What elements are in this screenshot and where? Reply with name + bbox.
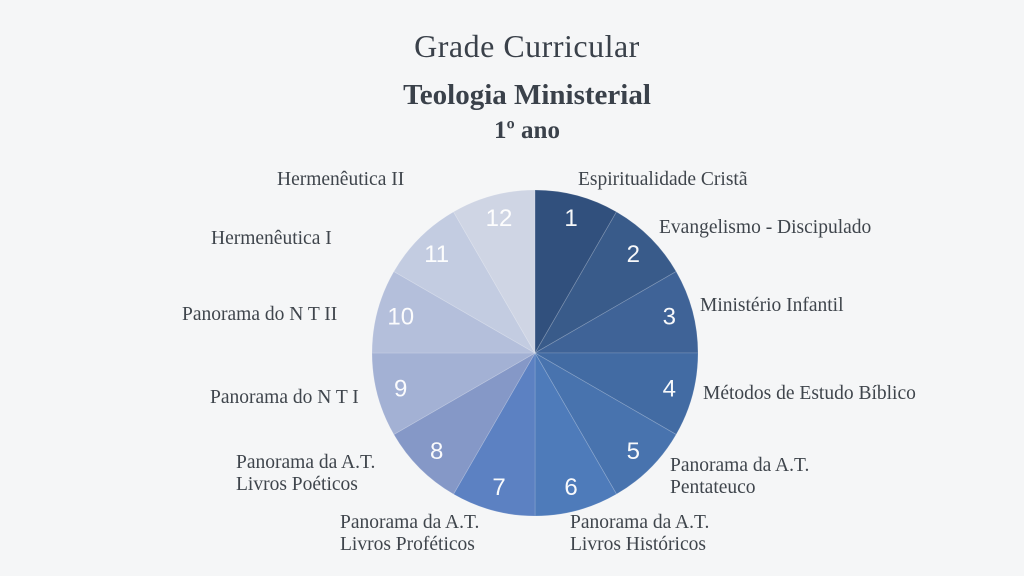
slice-label-4: Métodos de Estudo Bíblico bbox=[703, 383, 916, 404]
pie-slice-number-1: 1 bbox=[564, 205, 577, 232]
slice-label-7: Panorama da A.T. Livros Proféticos bbox=[340, 512, 480, 556]
pie-slice-7 bbox=[452, 351, 536, 517]
pie-slice-1 bbox=[534, 189, 618, 355]
slice-label-6: Panorama da A.T. Livros Históricos bbox=[570, 512, 710, 556]
slice-label-5: Panorama da A.T. Pentateuco bbox=[670, 455, 810, 499]
pie-slice-5 bbox=[533, 351, 677, 495]
pie-slice-number-9: 9 bbox=[394, 376, 407, 403]
pie-slice-number-3: 3 bbox=[663, 304, 676, 331]
slice-label-8: Panorama da A.T. Livros Poéticos bbox=[236, 452, 376, 496]
page-subtitle: Teologia Ministerial bbox=[403, 79, 651, 111]
pie-slice-number-11: 11 bbox=[424, 241, 449, 268]
pie-slice-11 bbox=[393, 211, 537, 355]
pie-slice-2 bbox=[533, 211, 677, 355]
slice-label-9: Panorama do N T I bbox=[210, 387, 359, 408]
pie-slice-4 bbox=[533, 352, 699, 436]
pie-slice-10 bbox=[371, 270, 537, 354]
pie-slice-number-6: 6 bbox=[564, 474, 577, 501]
pie-slice-number-10: 10 bbox=[387, 304, 414, 331]
page-title: Grade Curricular bbox=[414, 28, 640, 64]
pie-slice-number-8: 8 bbox=[430, 438, 443, 465]
slice-label-10: Panorama do N T II bbox=[182, 304, 338, 325]
slice-label-11: Hermenêutica I bbox=[211, 228, 332, 249]
slice-label-12: Hermenêutica II bbox=[277, 169, 405, 190]
pie-slice-9 bbox=[371, 352, 537, 436]
page-year: 1º ano bbox=[494, 117, 560, 144]
pie-slice-number-2: 2 bbox=[627, 241, 640, 268]
slice-label-2: Evangelismo - Discipulado bbox=[659, 217, 872, 238]
pie-slice-8 bbox=[393, 351, 537, 495]
slice-label-1: Espiritualidade Cristã bbox=[578, 169, 748, 190]
pie-slice-3 bbox=[533, 270, 699, 354]
pie-slice-number-7: 7 bbox=[492, 474, 505, 501]
pie-slice-12 bbox=[452, 189, 536, 355]
pie-slice-number-5: 5 bbox=[627, 438, 640, 465]
pie-chart-container: 1 2 3 4 5 6 7 8 9 10 11 12 bbox=[371, 189, 699, 517]
pie-slice-number-4: 4 bbox=[663, 376, 676, 403]
pie-slice-number-12: 12 bbox=[486, 205, 513, 232]
pie-slice-6 bbox=[534, 351, 618, 517]
slice-label-3: Ministério Infantil bbox=[700, 295, 844, 316]
